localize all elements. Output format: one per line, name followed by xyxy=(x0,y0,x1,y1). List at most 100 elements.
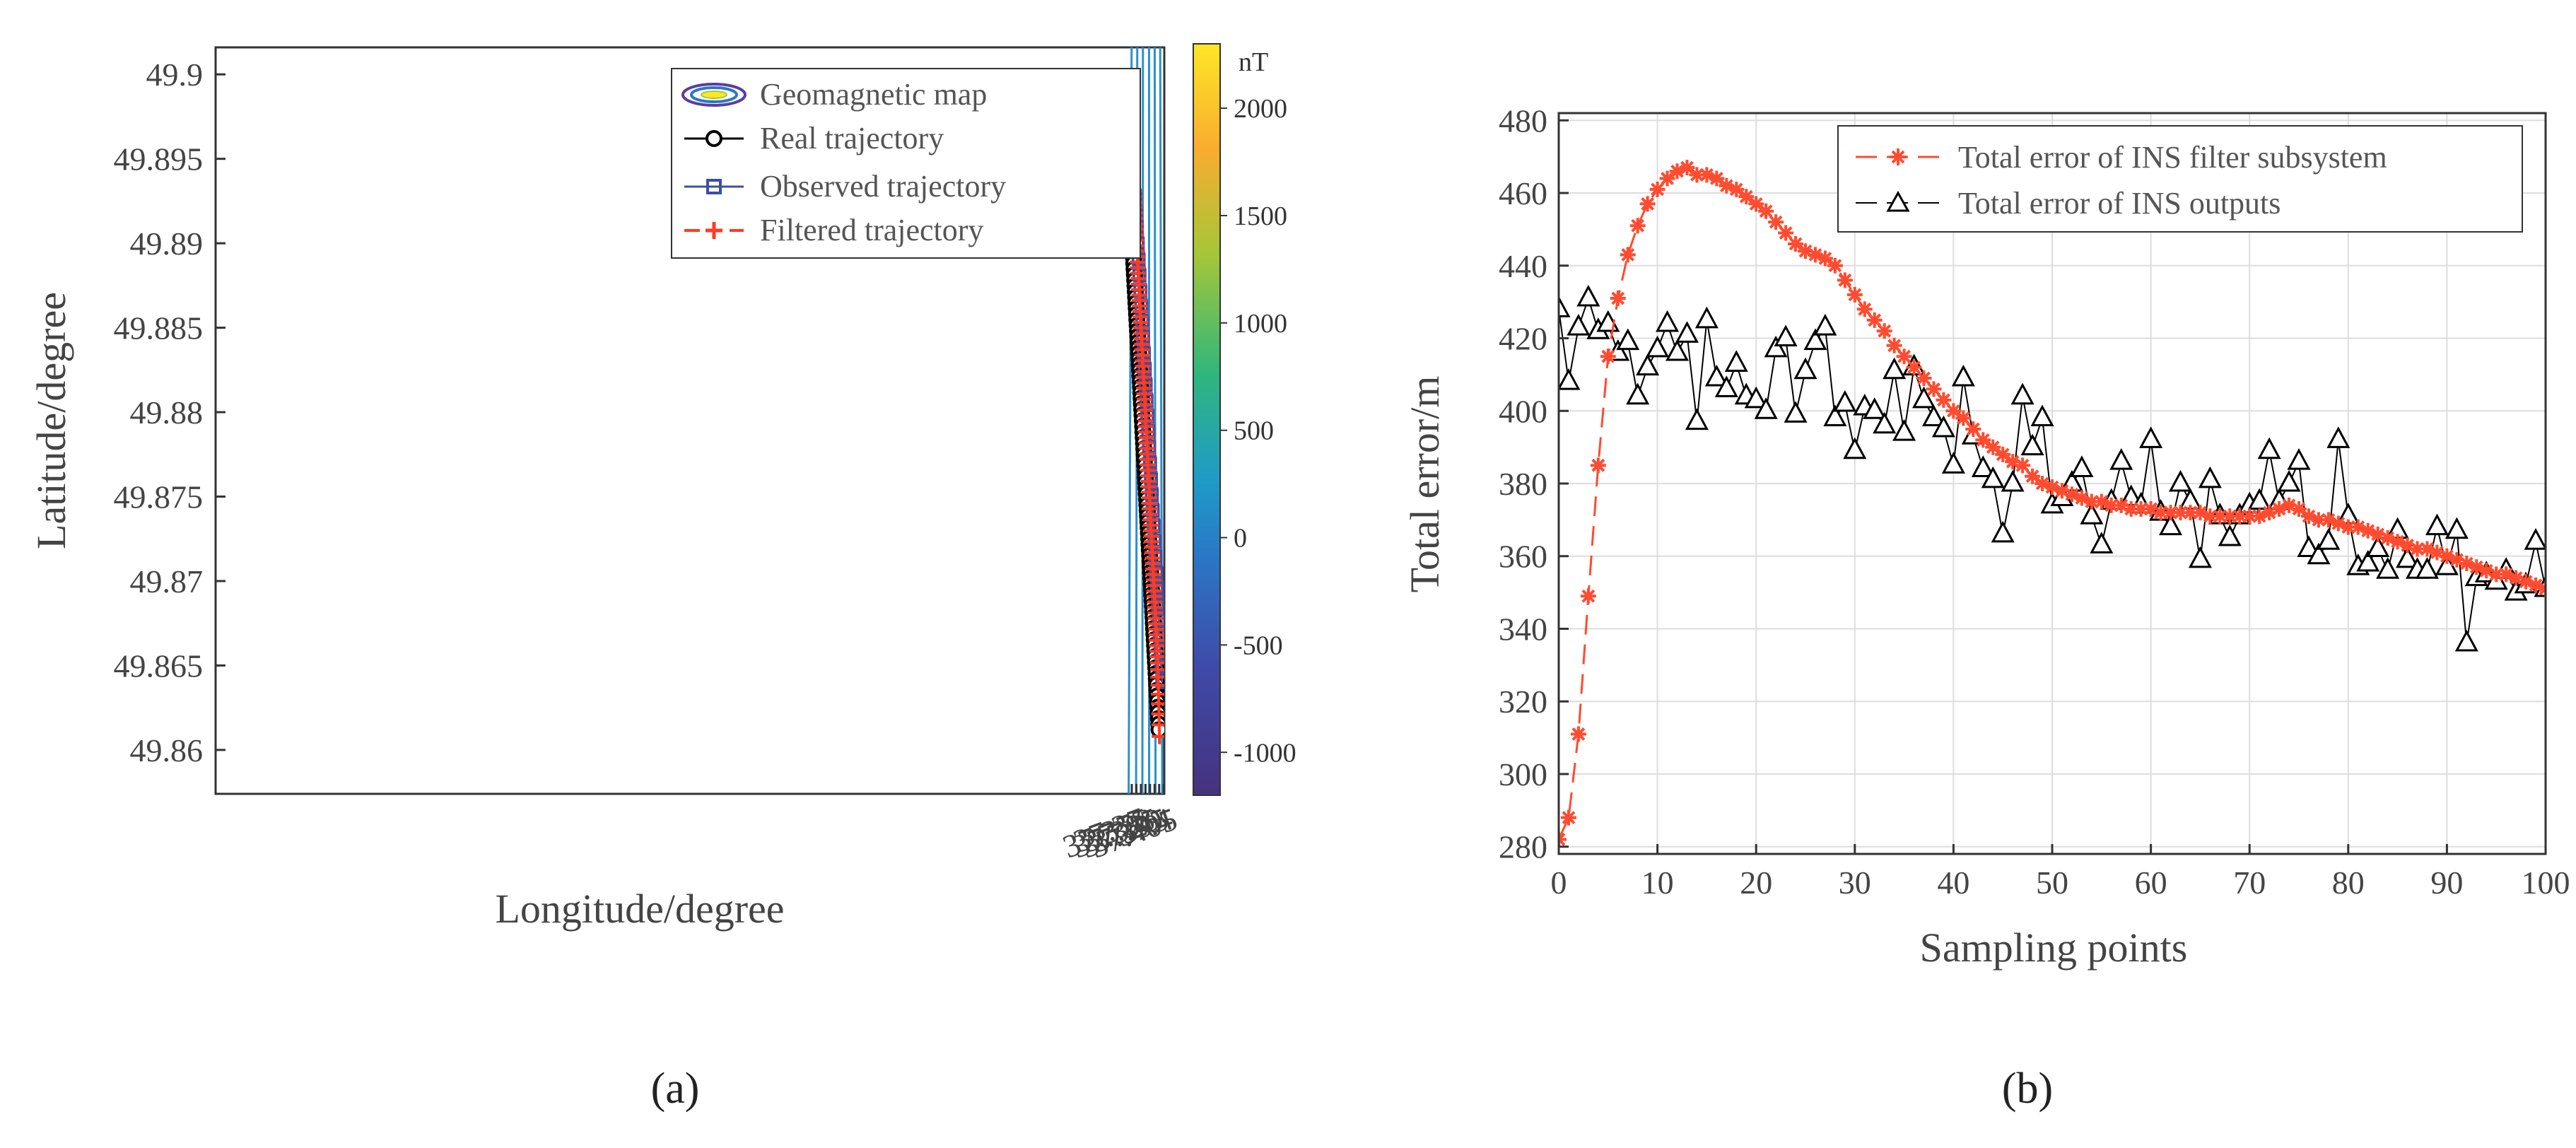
ins-filter-point xyxy=(2093,493,2109,510)
ins-filter-point xyxy=(1748,196,1764,212)
ins-filter-point xyxy=(1629,218,1646,234)
ins-filter-point xyxy=(2330,515,2346,532)
ins-outputs-point xyxy=(1951,364,1975,387)
ins-outputs-point xyxy=(2277,469,2301,492)
ins-outputs-point xyxy=(1981,466,2005,488)
ins-outputs-point xyxy=(2080,503,2104,525)
ins-filter-point xyxy=(2073,490,2090,506)
ins-filter-point xyxy=(2015,457,2031,474)
ins-outputs-point xyxy=(1823,404,1847,427)
ins-outputs-point xyxy=(1883,357,1907,380)
y-tick-label: 49.89 xyxy=(130,226,204,262)
ins-filter-point xyxy=(1580,588,1596,604)
ins-outputs-point xyxy=(2445,517,2469,539)
ins-filter-point xyxy=(2478,563,2495,579)
ins-outputs-point xyxy=(1714,375,1738,397)
ins-filter-point xyxy=(2113,497,2129,513)
panel-b: 0 10 20 30 40 50 60 70 80 90 100 280 300 320 340 360 38… xyxy=(1402,102,2570,1113)
ins-filter-point xyxy=(1689,167,1705,183)
legend-b-box xyxy=(1837,125,2523,233)
ins-outputs-point xyxy=(1636,353,1660,376)
ins-outputs-point xyxy=(1694,306,1719,329)
ins-outputs-point xyxy=(2376,557,2400,579)
ins-filter-point xyxy=(2379,530,2396,546)
ins-outputs-point xyxy=(1665,339,1690,361)
legend-circle-marker xyxy=(706,130,722,147)
ins-filter-point xyxy=(1926,381,1942,397)
y-tick-label: 400 xyxy=(1499,393,1547,429)
y-tick-label: 49.9 xyxy=(146,57,204,93)
ins-filter-point xyxy=(2291,500,2307,517)
y-tick-label: 460 xyxy=(1499,175,1547,211)
ins-filter-point xyxy=(2300,508,2317,525)
x-tick-label: 100 xyxy=(2522,865,2570,901)
ins-filter-point xyxy=(1560,809,1576,826)
y-tick-label: 49.885 xyxy=(114,310,204,346)
ins-outputs-point xyxy=(1656,310,1680,332)
ins-outputs-point xyxy=(2159,513,2183,536)
ins-filter-point xyxy=(2360,522,2376,539)
ins-outputs-point xyxy=(1675,321,1699,343)
observed-trajectory-point xyxy=(1139,378,1153,392)
ins-filter-point xyxy=(2370,526,2386,542)
ins-outputs-point xyxy=(2326,426,2350,448)
ins-outputs-point xyxy=(1971,455,1995,477)
ins-filter-point xyxy=(2508,570,2524,586)
ins-outputs-point xyxy=(2366,535,2390,557)
ins-filter-point xyxy=(1866,312,1883,328)
ins-outputs-point xyxy=(1744,386,1768,409)
colorbar-tick-label: 2000 xyxy=(1234,94,1287,124)
ins-outputs-point xyxy=(2070,455,2094,477)
ins-filter-point xyxy=(1995,446,2011,462)
ins-filter-point xyxy=(1570,726,1586,742)
ins-outputs-point xyxy=(1912,386,1936,409)
ins-filter-point xyxy=(1728,181,1745,197)
legend-item-ins-outputs: Total error of INS outputs xyxy=(1856,186,2281,221)
ins-outputs-point xyxy=(1626,382,1650,405)
legend-item-observed-trajectory: Observed trajectory xyxy=(684,169,1006,204)
ins-filter-point xyxy=(2320,512,2336,528)
colorbar-tick-label: -500 xyxy=(1234,631,1283,660)
y-tick-label: 340 xyxy=(1499,611,1547,647)
ins-outputs-point xyxy=(2001,469,2025,492)
y-tick-label: 49.895 xyxy=(114,141,204,177)
ins-outputs-point xyxy=(1754,397,1778,419)
x-tick-label: 70 xyxy=(2233,865,2266,901)
ins-outputs-point xyxy=(1764,335,1788,358)
ins-filter-point xyxy=(1649,181,1665,197)
ins-filter-point xyxy=(1896,348,1912,365)
ins-outputs-point xyxy=(1921,404,1945,427)
legend-item-filtered-trajectory: Filtered trajectory xyxy=(684,213,983,247)
ins-filter-point xyxy=(1936,392,1952,408)
ins-filter-point xyxy=(2182,505,2199,521)
ins-filter-point xyxy=(2035,476,2051,491)
ins-filter-point xyxy=(1798,243,1813,259)
ins-filter-point xyxy=(2232,508,2248,525)
ins-outputs-point xyxy=(2109,448,2133,470)
ins-filter-point xyxy=(2005,454,2021,470)
ins-filter-point xyxy=(2054,483,2070,499)
colorbar-bar xyxy=(1193,43,1221,796)
x-tick-label: 20 xyxy=(1740,865,1772,901)
ins-filter-point xyxy=(2350,519,2366,535)
x-tick-label: 50 xyxy=(2036,865,2068,901)
ins-outputs-point xyxy=(1813,313,1837,336)
ins-outputs-point xyxy=(1774,324,1798,347)
ins-outputs-point xyxy=(1646,335,1670,358)
ins-outputs-point xyxy=(1873,411,1897,434)
ins-filter-point xyxy=(2429,544,2445,561)
observed-trajectory-point xyxy=(1151,598,1164,612)
ins-outputs-point xyxy=(1991,520,2015,543)
ins-filter-point xyxy=(1610,291,1626,306)
x-tick-label: 60 xyxy=(2135,865,2167,901)
ins-filter-point xyxy=(2340,519,2356,535)
ins-filter-point xyxy=(1827,257,1843,274)
ins-filter-point xyxy=(2123,500,2139,517)
y-tick-label: 440 xyxy=(1499,248,1547,284)
ins-filter-point xyxy=(2202,508,2218,525)
observed-trajectory-point xyxy=(1144,472,1159,486)
ins-filter-point xyxy=(2083,493,2100,510)
colorbar-tick-label: 1500 xyxy=(1234,201,1287,231)
ins-outputs-point xyxy=(1941,452,1965,474)
